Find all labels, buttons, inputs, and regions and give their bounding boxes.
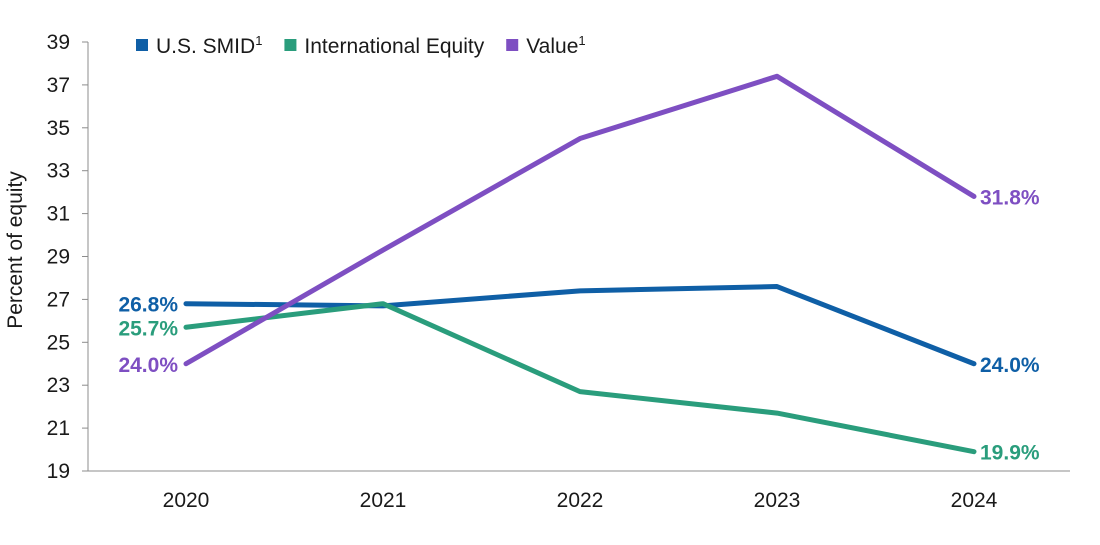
x-tick-label: 2023 <box>754 489 801 512</box>
y-tick-label: 39 <box>47 31 70 54</box>
x-tick-label: 2022 <box>557 489 604 512</box>
end-value-label: 19.9% <box>980 442 1040 465</box>
legend: U.S. SMID1 International Equity Value1 <box>136 33 586 58</box>
y-axis-title: Percent of equity <box>4 171 27 329</box>
x-tick-label: 2020 <box>163 489 210 512</box>
x-tick-label: 2021 <box>360 489 407 512</box>
series-line-1 <box>183 284 977 367</box>
y-tick-label: 35 <box>47 117 70 140</box>
start-value-label: 25.7% <box>118 317 178 340</box>
data-labels: 26.8% 24.0% 25.7% 19.9% 24.0% 31.8% <box>118 186 1039 464</box>
y-tick-label: 21 <box>47 417 70 440</box>
y-axis: 19 21 23 25 27 29 31 33 35 37 39 <box>47 31 89 483</box>
legend-label: International Equity <box>304 35 484 58</box>
legend-label: Value1 <box>526 33 585 58</box>
series-line-3 <box>183 73 977 367</box>
y-tick-label: 33 <box>47 160 70 183</box>
legend-swatch <box>506 39 519 51</box>
series-line-2 <box>183 301 977 455</box>
x-tick-label: 2024 <box>951 489 998 512</box>
start-value-label: 24.0% <box>118 354 178 377</box>
y-tick-label: 25 <box>47 331 70 354</box>
y-tick-label: 37 <box>47 74 70 97</box>
y-tick-label: 27 <box>47 288 70 311</box>
start-value-label: 26.8% <box>118 294 178 317</box>
y-tick-label: 19 <box>47 460 70 483</box>
y-tick-label: 23 <box>47 374 70 397</box>
end-value-label: 24.0% <box>980 354 1040 377</box>
end-value-label: 31.8% <box>980 186 1040 209</box>
x-axis: 2020 2021 2022 2023 2024 <box>88 470 1070 512</box>
y-tick-label: 29 <box>47 246 70 269</box>
legend-swatch <box>136 39 148 51</box>
y-tick-label: 31 <box>47 203 70 226</box>
legend-label: U.S. SMID1 <box>156 33 262 58</box>
legend-swatch <box>284 39 297 51</box>
series-lines <box>183 73 977 455</box>
